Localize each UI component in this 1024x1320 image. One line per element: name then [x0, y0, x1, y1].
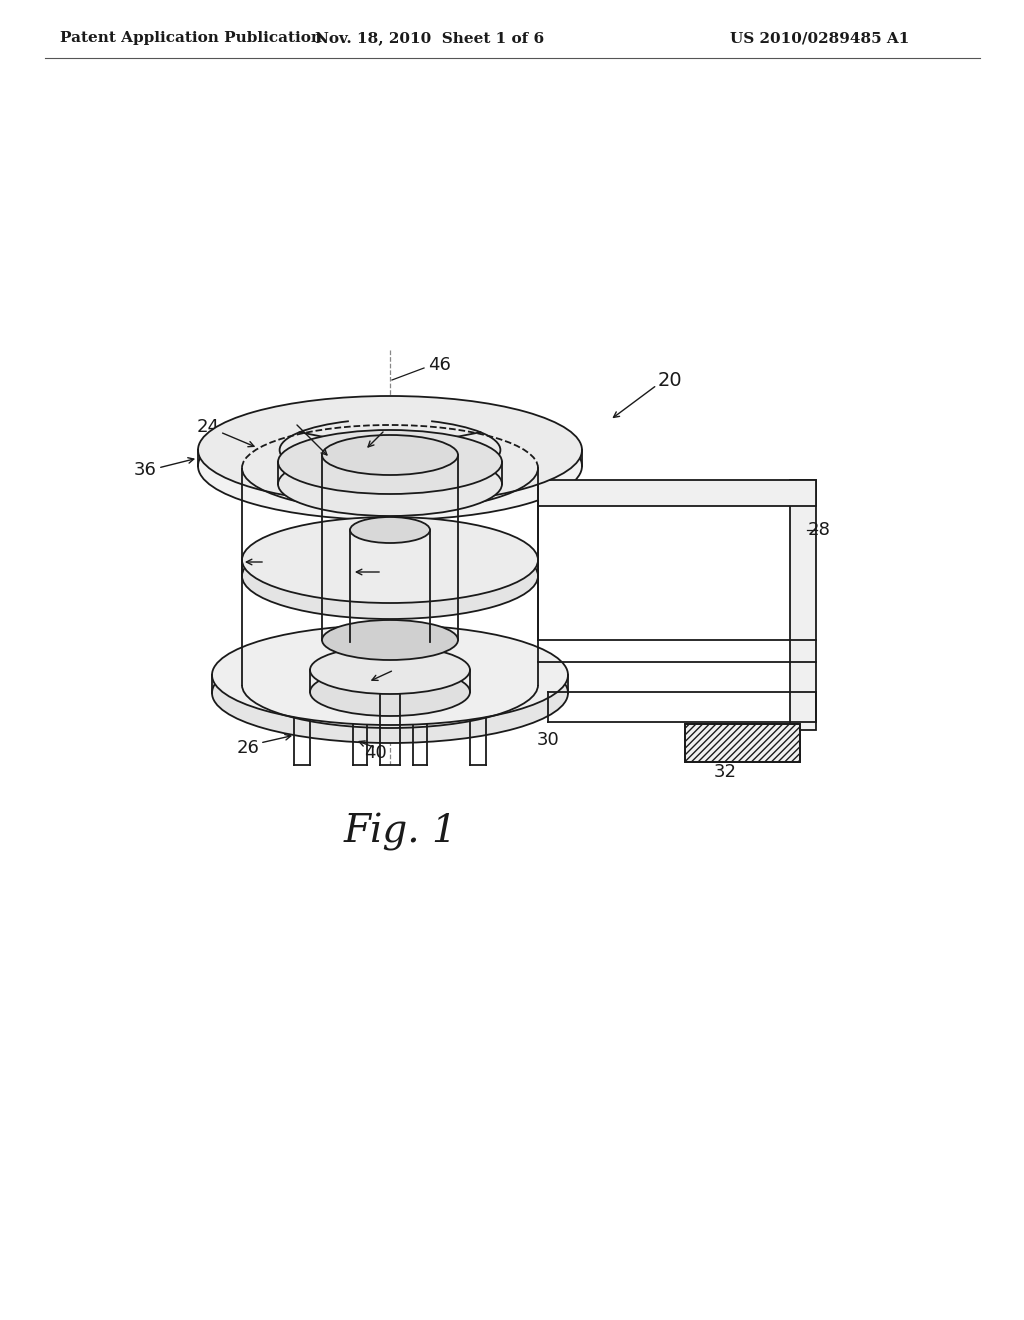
- Ellipse shape: [310, 645, 470, 694]
- Text: 38: 38: [387, 656, 410, 675]
- Text: 26: 26: [237, 739, 259, 756]
- Ellipse shape: [322, 620, 458, 660]
- Ellipse shape: [212, 624, 568, 725]
- Text: 20: 20: [657, 371, 682, 389]
- Ellipse shape: [242, 533, 538, 619]
- Ellipse shape: [322, 436, 458, 475]
- Ellipse shape: [278, 451, 502, 516]
- Text: 34: 34: [260, 553, 284, 572]
- Text: 22: 22: [377, 416, 399, 434]
- Text: 24: 24: [197, 418, 219, 436]
- Bar: [790, 480, 816, 730]
- Text: 30: 30: [537, 731, 559, 748]
- Ellipse shape: [242, 517, 538, 603]
- Bar: [685, 723, 800, 762]
- Text: 32: 32: [714, 763, 736, 781]
- Text: 46: 46: [428, 356, 451, 374]
- Text: 36: 36: [133, 461, 157, 479]
- Ellipse shape: [350, 517, 430, 543]
- Ellipse shape: [310, 668, 470, 715]
- Text: Fig. 1: Fig. 1: [343, 813, 457, 851]
- Text: US 2010/0289485 A1: US 2010/0289485 A1: [730, 30, 909, 45]
- Text: 40: 40: [364, 744, 386, 762]
- Text: Patent Application Publication: Patent Application Publication: [60, 30, 322, 45]
- Ellipse shape: [198, 396, 582, 504]
- Ellipse shape: [212, 643, 568, 743]
- Bar: [538, 480, 816, 506]
- Text: Nov. 18, 2010  Sheet 1 of 6: Nov. 18, 2010 Sheet 1 of 6: [315, 30, 545, 45]
- Bar: [685, 723, 800, 762]
- Text: 44: 44: [377, 564, 399, 581]
- Ellipse shape: [198, 412, 582, 520]
- Text: 42: 42: [273, 409, 297, 426]
- Text: 28: 28: [808, 521, 830, 539]
- Ellipse shape: [278, 430, 502, 494]
